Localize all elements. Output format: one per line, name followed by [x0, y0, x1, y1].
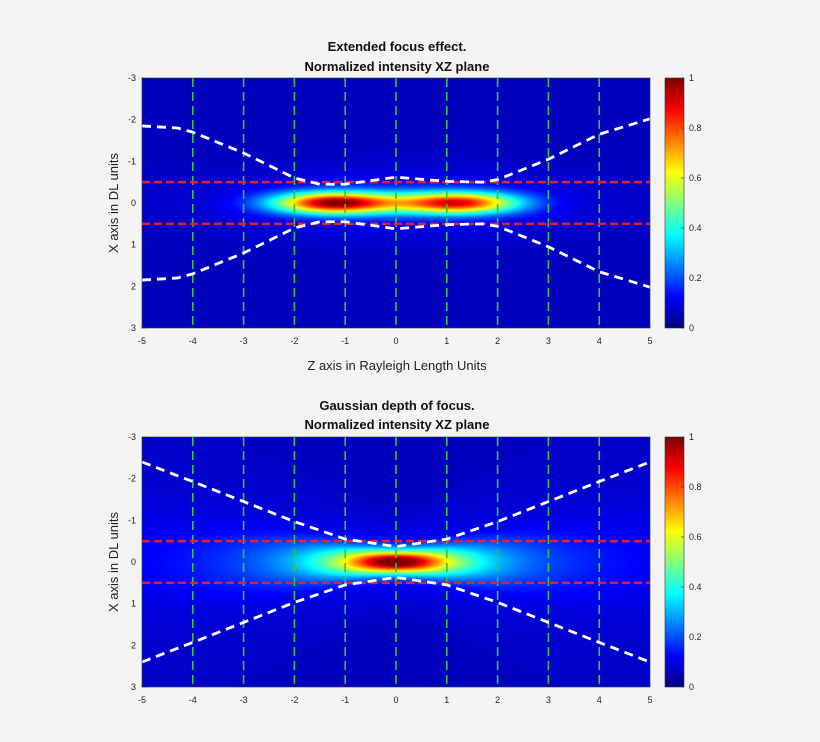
y-axis-label: X axis in DL units [106, 153, 121, 253]
x-tick-label: 1 [444, 336, 449, 346]
colorbar-tick-label: 0.6 [689, 173, 702, 183]
x-tick-label: 2 [495, 695, 500, 705]
x-tick-label: 5 [647, 695, 652, 705]
y-tick-label: 1 [131, 240, 136, 250]
colorbar-tick-label: 0 [689, 323, 694, 333]
x-tick-label: 5 [647, 336, 652, 346]
colorbar-box [664, 77, 685, 329]
colorbar-tick-label: 0.8 [689, 123, 702, 133]
chart-title-line1: Gaussian depth of focus. [319, 398, 474, 413]
x-tick-label: 4 [597, 695, 602, 705]
x-tick-label: -4 [189, 336, 197, 346]
colorbar-tick-label: 0.8 [689, 482, 702, 492]
x-tick-label: -1 [341, 695, 349, 705]
colorbar-tick-label: 1 [689, 73, 694, 83]
envelope-upper [141, 117, 651, 186]
x-tick-label: 4 [597, 336, 602, 346]
y-tick-label: 0 [131, 557, 136, 567]
y-tick-label: 0 [131, 198, 136, 208]
colorbar-tick-label: 0.2 [689, 632, 702, 642]
x-tick-label: -1 [341, 336, 349, 346]
plot-marks: -5 -4 -3 -2 -1 0 1 2 3 4 5 -3 -2 -1 0 1 2 3 0 0.2 0.4 0.6 0.8 1 [128, 73, 702, 346]
x-tick-label: -4 [189, 695, 197, 705]
x-tick-label: 3 [546, 336, 551, 346]
x-tick-label: 3 [546, 695, 551, 705]
x-tick-label: 1 [444, 695, 449, 705]
x-tick-label: -3 [240, 695, 248, 705]
envelope-lower [141, 220, 651, 289]
x-tick-label: -3 [240, 336, 248, 346]
y-tick-label: 3 [131, 323, 136, 333]
y-tick-label: 2 [131, 640, 136, 650]
x-tick-label: 0 [393, 695, 398, 705]
y-axis-label: X axis in DL units [106, 512, 121, 612]
x-tick-label: 2 [495, 336, 500, 346]
x-tick-label: -5 [138, 336, 146, 346]
y-tick-label: -3 [128, 432, 136, 442]
colorbar-gaussian-focus [665, 437, 684, 687]
x-axis-label: Z axis in Rayleigh Length Units [307, 358, 487, 373]
plot-marks: -5 -4 -3 -2 -1 0 1 2 3 4 5 -3 -2 -1 0 1 2 3 0 0.2 0.4 0.6 0.8 1 [128, 432, 702, 705]
colorbar-tick-label: 0.4 [689, 582, 702, 592]
colorbar-tick-label: 0.4 [689, 223, 702, 233]
x-tick-label: -2 [290, 336, 298, 346]
colorbar-tick-label: 0.6 [689, 532, 702, 542]
colorbar-box [664, 436, 685, 688]
y-tick-label: -3 [128, 73, 136, 83]
envelope-lower [141, 576, 651, 664]
y-tick-label: 2 [131, 281, 136, 291]
chart-title-line1: Extended focus effect. [328, 39, 467, 54]
x-tick-label: 0 [393, 336, 398, 346]
colorbar-tick-label: 0 [689, 682, 694, 692]
y-tick-label: 3 [131, 682, 136, 692]
y-tick-label: -2 [128, 115, 136, 125]
colorbar-extended-focus [665, 78, 684, 328]
panel-gaussian-focus: Gaussian depth of focus. Normalized inte… [106, 398, 702, 705]
chart-title-line2: Normalized intensity XZ plane [305, 59, 490, 74]
heatmap-extended-focus [142, 78, 650, 328]
chart-title-line2: Normalized intensity XZ plane [305, 417, 490, 432]
y-tick-label: -1 [128, 156, 136, 166]
heatmap-gaussian-focus [142, 437, 650, 687]
y-tick-label: -2 [128, 474, 136, 484]
panel-extended-focus: Extended focus effect. Normalized intens… [106, 39, 702, 373]
y-tick-label: 1 [131, 599, 136, 609]
envelope-upper [141, 460, 651, 548]
colorbar-tick-label: 1 [689, 432, 694, 442]
x-tick-label: -5 [138, 695, 146, 705]
x-tick-label: -2 [290, 695, 298, 705]
y-tick-label: -1 [128, 515, 136, 525]
colorbar-tick-label: 0.2 [689, 273, 702, 283]
